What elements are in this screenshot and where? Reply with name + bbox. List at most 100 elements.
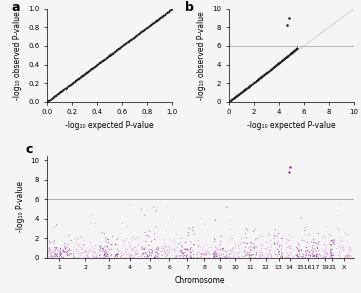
Point	[45, 98, 51, 103]
Point	[303, 253, 309, 257]
Point	[274, 62, 279, 67]
Point	[240, 89, 246, 93]
Point	[76, 76, 82, 80]
Point	[226, 219, 232, 223]
Point	[252, 80, 258, 84]
Point	[173, 253, 179, 258]
Point	[66, 248, 71, 253]
Point	[75, 243, 81, 247]
Point	[329, 250, 334, 255]
Point	[232, 95, 238, 99]
Point	[73, 78, 79, 83]
Point	[240, 89, 245, 93]
Point	[117, 45, 123, 50]
Point	[286, 53, 292, 57]
Point	[100, 246, 106, 251]
Point	[167, 236, 173, 241]
Point	[154, 18, 160, 23]
Point	[102, 245, 108, 249]
Point	[104, 249, 110, 254]
Point	[279, 58, 285, 62]
Point	[247, 240, 253, 245]
Y-axis label: -log₁₀ P-value: -log₁₀ P-value	[16, 181, 25, 232]
Point	[288, 50, 294, 55]
Point	[55, 91, 61, 96]
Point	[256, 76, 262, 81]
Point	[233, 94, 239, 99]
Point	[168, 7, 174, 12]
Y-axis label: -log₁₀ observed P-value: -log₁₀ observed P-value	[197, 11, 206, 100]
Point	[249, 252, 255, 257]
Point	[80, 73, 86, 77]
Point	[236, 91, 242, 96]
Point	[223, 250, 229, 254]
Point	[261, 72, 267, 77]
Point	[310, 250, 316, 255]
Point	[235, 93, 241, 97]
Point	[101, 251, 107, 255]
Point	[227, 255, 232, 259]
Point	[260, 234, 265, 239]
Point	[247, 250, 252, 255]
Point	[285, 53, 291, 58]
Point	[277, 60, 282, 65]
Point	[315, 245, 321, 250]
Point	[76, 249, 82, 254]
Point	[245, 85, 251, 90]
Point	[106, 54, 112, 58]
Point	[183, 253, 189, 258]
Point	[236, 92, 242, 97]
Point	[123, 250, 129, 255]
Point	[259, 252, 265, 257]
Point	[155, 252, 161, 256]
Point	[63, 246, 69, 251]
Point	[53, 248, 58, 252]
Point	[127, 254, 133, 258]
Point	[340, 238, 346, 243]
Point	[160, 13, 166, 18]
Point	[280, 57, 286, 62]
Point	[69, 81, 74, 86]
Point	[160, 246, 166, 251]
Point	[236, 91, 242, 96]
Point	[130, 247, 136, 252]
Point	[180, 245, 186, 249]
Point	[287, 165, 293, 170]
Point	[241, 240, 247, 245]
Point	[208, 245, 214, 250]
Point	[331, 253, 336, 258]
Point	[109, 51, 115, 56]
Point	[330, 253, 336, 258]
Point	[95, 62, 100, 67]
Point	[162, 245, 168, 249]
Point	[322, 242, 327, 247]
Point	[247, 83, 253, 88]
Point	[62, 86, 68, 91]
Point	[242, 248, 247, 253]
Point	[233, 93, 239, 98]
Point	[68, 81, 74, 86]
Point	[164, 248, 170, 253]
Point	[60, 248, 66, 253]
Point	[286, 53, 291, 57]
Point	[336, 253, 342, 258]
Point	[280, 57, 286, 62]
Point	[118, 254, 124, 259]
Point	[103, 251, 109, 256]
Point	[258, 74, 264, 79]
Point	[235, 92, 241, 97]
Point	[79, 251, 85, 255]
Point	[179, 251, 185, 255]
Point	[289, 50, 295, 54]
Point	[235, 92, 241, 97]
Point	[292, 48, 297, 53]
Point	[195, 252, 200, 257]
Point	[162, 248, 168, 253]
Point	[68, 82, 73, 87]
Point	[271, 64, 277, 69]
Point	[117, 45, 123, 50]
Point	[212, 237, 218, 242]
Point	[246, 84, 252, 89]
Point	[52, 253, 57, 258]
Point	[342, 255, 348, 260]
